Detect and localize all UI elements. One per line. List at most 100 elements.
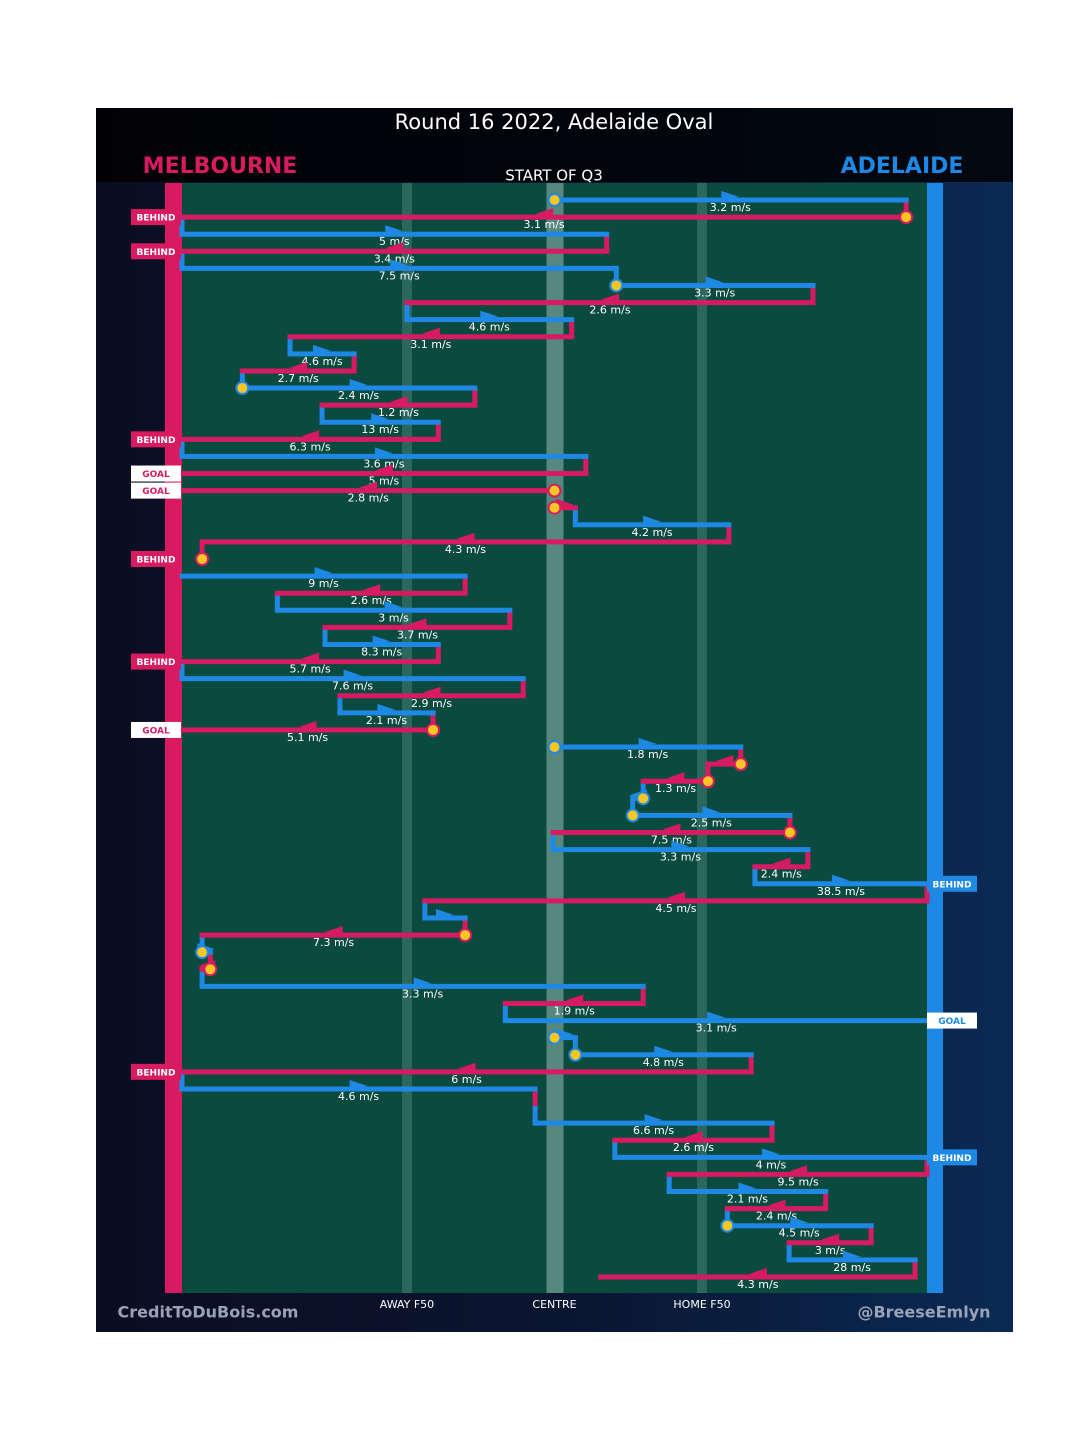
stoppage-marker	[195, 945, 210, 960]
direction-arrow	[421, 327, 440, 336]
direction-arrow	[314, 567, 333, 576]
direction-arrow	[384, 601, 403, 610]
x-tick-label: AWAY F50	[380, 1298, 434, 1311]
result-badge	[131, 431, 181, 448]
direction-arrow	[654, 1045, 673, 1054]
result-label: BEHIND	[137, 214, 176, 224]
result-label: BEHIND	[933, 880, 972, 890]
direction-arrow	[684, 1131, 703, 1140]
field-strip	[697, 183, 708, 1293]
direction-arrow	[480, 310, 499, 319]
direction-arrow	[707, 1011, 726, 1020]
speed-label: 6 m/s	[451, 1073, 482, 1086]
direction-arrow	[790, 1216, 809, 1225]
direction-arrow	[772, 857, 791, 866]
direction-arrow	[671, 840, 690, 849]
direction-arrow	[435, 909, 454, 917]
direction-arrow	[389, 396, 408, 405]
stoppage-marker	[636, 791, 651, 806]
direction-arrow	[662, 823, 681, 832]
stoppage-marker	[782, 825, 797, 840]
result-badge	[131, 1063, 181, 1080]
header-band	[96, 108, 1013, 182]
result-label: GOAL	[142, 726, 170, 736]
direction-arrow	[843, 1250, 862, 1259]
speed-label: 2.4 m/s	[761, 868, 802, 881]
direction-arrow	[385, 242, 404, 251]
direction-arrow	[789, 1165, 808, 1174]
speed-label: 3.1 m/s	[696, 1022, 737, 1035]
speed-label: 2.6 m/s	[589, 304, 630, 317]
stoppage-marker	[547, 740, 562, 755]
direction-arrow	[359, 481, 378, 490]
speed-label: 2.1 m/s	[366, 714, 407, 727]
speed-label: 5.7 m/s	[290, 663, 331, 676]
speed-label: 9 m/s	[308, 577, 339, 590]
result-badge	[131, 653, 181, 670]
speed-label: 2.7 m/s	[278, 372, 319, 385]
direction-arrow	[349, 1079, 368, 1088]
direction-arrow	[565, 994, 584, 1003]
stoppage-marker	[733, 757, 748, 772]
chart-title: Round 16 2022, Adelaide Oval	[395, 110, 714, 134]
speed-label: 9.5 m/s	[778, 1175, 819, 1188]
direction-arrow	[408, 618, 427, 627]
stoppage-marker	[458, 928, 473, 943]
result-badge	[131, 209, 181, 226]
chart-subtitle: START OF Q3	[505, 167, 603, 185]
speed-label: 6.6 m/s	[633, 1124, 674, 1137]
speed-label: 7.6 m/s	[332, 680, 373, 693]
speed-label: 3.7 m/s	[397, 628, 438, 641]
speed-label: 1.3 m/s	[655, 782, 696, 795]
team-name: MELBOURNE	[143, 154, 298, 179]
direction-arrow	[372, 635, 391, 644]
speed-label: 2.5 m/s	[691, 816, 732, 829]
speed-label: 1.8 m/s	[627, 748, 668, 761]
speed-label: 4.6 m/s	[338, 1090, 379, 1103]
stoppage-marker	[235, 381, 250, 396]
direction-arrow	[456, 532, 475, 541]
direction-arrow	[738, 1182, 757, 1191]
speed-label: 3.3 m/s	[694, 286, 735, 299]
direction-arrow	[643, 515, 662, 524]
direction-arrow	[457, 1062, 476, 1071]
direction-arrow	[666, 772, 685, 781]
direction-arrow	[385, 225, 404, 234]
stoppage-marker	[720, 1218, 735, 1233]
adelaide-goal-line	[927, 183, 943, 1293]
speed-label: 2.4 m/s	[756, 1210, 797, 1223]
direction-arrow	[349, 379, 368, 388]
field-strip	[546, 183, 564, 1293]
speed-label: 4.3 m/s	[445, 543, 486, 556]
result-label: BEHIND	[933, 1154, 972, 1164]
direction-arrow	[390, 259, 409, 268]
direction-arrow	[666, 891, 685, 900]
stoppage-marker	[568, 1047, 583, 1062]
stoppage-marker	[195, 552, 210, 566]
speed-label: 4 m/s	[756, 1158, 787, 1171]
x-tick-label: HOME F50	[673, 1298, 730, 1311]
direction-arrow	[721, 191, 740, 199]
speed-label: 1.2 m/s	[378, 406, 419, 419]
speed-label: 4.5 m/s	[655, 902, 696, 915]
stoppage-marker	[547, 500, 562, 515]
direction-arrow	[324, 926, 343, 935]
speed-label: 3 m/s	[815, 1244, 846, 1257]
result-label: BEHIND	[137, 1068, 176, 1078]
direction-arrow	[298, 720, 317, 729]
field-strip	[401, 183, 412, 1293]
direction-arrow	[705, 276, 724, 285]
melbourne-goal-line	[165, 183, 182, 1293]
direction-arrow	[715, 755, 734, 764]
result-badge	[927, 1149, 977, 1166]
direction-arrow	[702, 806, 721, 815]
speed-label: 4.3 m/s	[737, 1278, 778, 1291]
speed-label: 3.3 m/s	[660, 851, 701, 864]
direction-arrow	[374, 447, 393, 456]
direction-arrow	[413, 977, 432, 986]
speed-label: 2.6 m/s	[351, 594, 392, 607]
direction-arrow	[644, 1114, 663, 1123]
speed-label: 3.4 m/s	[374, 252, 415, 265]
direction-arrow	[767, 1199, 786, 1208]
